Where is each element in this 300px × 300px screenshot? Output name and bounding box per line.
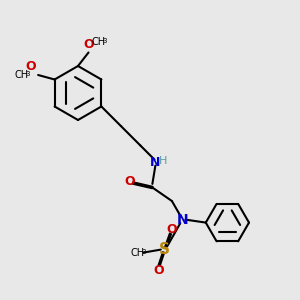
- Text: S: S: [159, 242, 170, 257]
- Text: H: H: [159, 155, 168, 166]
- Text: CH: CH: [15, 70, 29, 80]
- Text: O: O: [153, 263, 164, 277]
- Text: O: O: [83, 38, 94, 51]
- Text: 3: 3: [103, 38, 107, 44]
- Text: N: N: [177, 213, 188, 226]
- Text: 3: 3: [141, 249, 146, 255]
- Text: O: O: [25, 61, 36, 74]
- Text: N: N: [150, 155, 161, 169]
- Text: O: O: [124, 175, 135, 188]
- Text: CH: CH: [130, 248, 144, 258]
- Text: O: O: [167, 223, 177, 236]
- Text: CH: CH: [92, 37, 106, 47]
- Text: 3: 3: [26, 71, 30, 77]
